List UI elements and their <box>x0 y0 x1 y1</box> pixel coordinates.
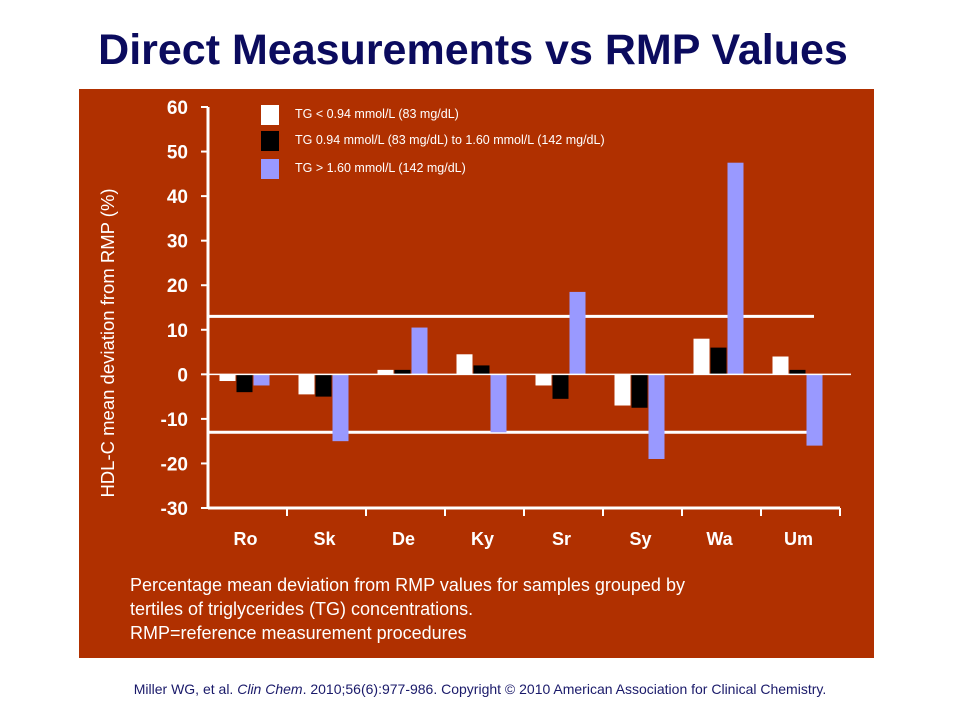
caption-line-1: Percentage mean deviation from RMP value… <box>130 575 685 595</box>
x-tick-label: Sr <box>552 529 571 549</box>
bar <box>253 374 270 386</box>
y-tick-label: 60 <box>167 98 188 119</box>
x-tick-label: Sk <box>313 529 336 549</box>
legend-label: TG > 1.60 mmol/L (142 mg/dL) <box>295 161 466 175</box>
x-tick-label: Wa <box>706 529 733 549</box>
x-tick-label: Ky <box>471 529 494 549</box>
x-tick-label: Ro <box>234 529 258 549</box>
citation: Miller WG, et al. Clin Chem. 2010;56(6):… <box>0 681 960 697</box>
bar <box>298 374 315 395</box>
bar <box>710 347 727 375</box>
bar <box>789 369 806 375</box>
y-tick-label: 10 <box>167 321 188 342</box>
citation-authors: Miller WG, et al. <box>133 681 238 697</box>
legend-swatch <box>261 159 279 179</box>
y-tick-label: 20 <box>167 276 188 297</box>
x-tick-label: Sy <box>629 529 651 549</box>
x-tick-label: De <box>392 529 415 549</box>
bar <box>631 374 648 408</box>
bar-chart: 60 50 40 30 20 10 0 -10 -20 -30 Ro Sk De Ky Sr Sy Wa Um TG… <box>161 98 851 549</box>
bar <box>535 374 552 386</box>
bar <box>219 374 236 382</box>
legend-swatch <box>261 105 279 125</box>
x-tick-label: Um <box>784 529 813 549</box>
citation-journal: Clin Chem <box>237 681 303 697</box>
y-tick-label: -20 <box>161 454 188 475</box>
chart-caption: Percentage mean deviation from RMP value… <box>130 573 830 645</box>
citation-details: . 2010;56(6):977-986. Copyright © 2010 A… <box>302 681 827 697</box>
slide-title: Direct Measurements vs RMP Values <box>98 26 848 74</box>
bar <box>473 365 490 375</box>
y-tick-label: 0 <box>177 365 188 386</box>
y-axis-label: HDL-C mean deviation from RMP (%) <box>97 188 118 498</box>
caption-line-3: RMP=reference measurement procedures <box>130 623 467 643</box>
y-tick-label: 50 <box>167 143 188 164</box>
bar <box>806 374 823 446</box>
y-tick-label: 30 <box>167 232 188 253</box>
bar <box>569 291 586 375</box>
legend-swatch <box>261 131 279 151</box>
bar <box>693 338 710 375</box>
y-tick-label: -30 <box>161 499 188 520</box>
bar <box>411 327 428 375</box>
bar <box>377 369 394 375</box>
caption-line-2: tertiles of triglycerides (TG) concentra… <box>130 599 474 619</box>
bar <box>614 374 631 406</box>
legend-label: TG < 0.94 mmol/L (83 mg/dL) <box>295 107 459 121</box>
y-tick-label: 40 <box>167 187 188 208</box>
bar <box>552 374 569 399</box>
bar <box>490 374 507 433</box>
bar <box>456 354 473 375</box>
bar <box>332 374 349 442</box>
bar <box>236 374 253 393</box>
y-tick-label: -10 <box>161 410 188 431</box>
bar <box>394 369 411 375</box>
bar <box>648 374 665 459</box>
bar <box>315 374 332 397</box>
legend-label: TG 0.94 mmol/L (83 mg/dL) to 1.60 mmol/L… <box>295 133 605 147</box>
bar <box>772 356 789 375</box>
bar <box>727 162 744 375</box>
chart-panel: 60 50 40 30 20 10 0 -10 -20 -30 Ro Sk De Ky Sr Sy Wa Um TG… <box>79 89 874 658</box>
